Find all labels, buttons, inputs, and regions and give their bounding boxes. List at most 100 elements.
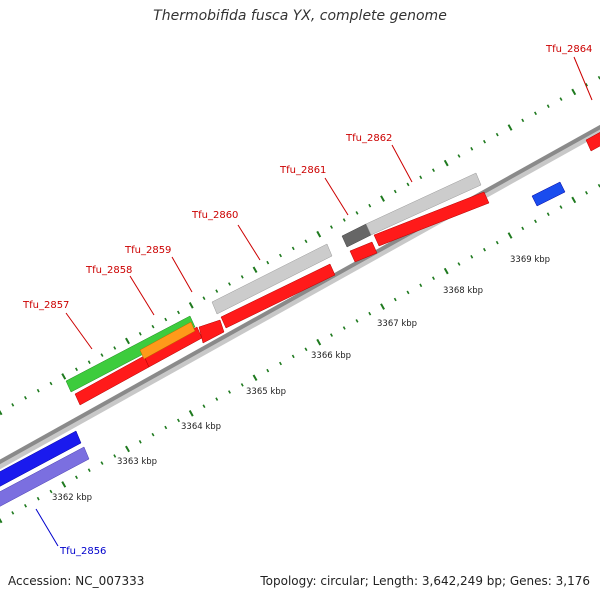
scale-label-3365: 3365 kbp <box>246 387 286 397</box>
inner-tick <box>87 468 91 472</box>
genome-summary-text: Topology: circular; Length: 3,642,249 bp… <box>260 574 590 588</box>
outer-tick <box>559 97 563 101</box>
feature-green-gene[interactable] <box>65 315 196 393</box>
inner-tick <box>75 475 78 480</box>
inner-tick <box>252 374 258 381</box>
inner-tick <box>100 461 104 465</box>
inner-tick <box>279 361 282 366</box>
leader-tfu-2859 <box>171 256 193 293</box>
inner-tick <box>406 290 410 295</box>
gene-label-tfu-2858[interactable]: Tfu_2858 <box>85 265 132 276</box>
inner-tick <box>507 232 513 239</box>
feature-grey-gene-2860[interactable] <box>211 243 333 315</box>
outer-tick <box>368 203 372 208</box>
inner-tick <box>138 440 142 444</box>
leader-tfu-2861 <box>324 177 349 216</box>
scale-label-3369: 3369 kbp <box>510 255 550 265</box>
gene-label-tfu-2864[interactable]: Tfu_2864 <box>545 44 592 55</box>
feature-tfu-2861[interactable] <box>349 241 378 263</box>
inner-tick <box>457 262 461 266</box>
label-leaders <box>35 56 593 547</box>
scale-label-3362: 3362 kbp <box>52 493 92 503</box>
outer-tick <box>151 324 155 329</box>
map-title: Thermobifida fusca YX, complete genome <box>153 8 447 24</box>
inner-tick <box>177 418 180 423</box>
inner-tick <box>202 404 206 408</box>
outer-tick <box>177 310 180 315</box>
leader-tfu-2862 <box>391 144 413 183</box>
outer-tick <box>0 409 3 416</box>
feature-darkgrey-gene[interactable] <box>341 223 372 248</box>
outer-tick <box>291 246 295 251</box>
outer-tick <box>342 218 346 222</box>
backbone-shadow <box>0 127 600 470</box>
feature-tfu-2864[interactable] <box>585 129 600 152</box>
feature-tfu-2860[interactable] <box>220 263 336 329</box>
outer-tick-ring <box>0 75 600 416</box>
outer-tick <box>483 139 486 144</box>
inner-tick <box>559 205 563 209</box>
outer-tick <box>75 367 78 372</box>
gene-label-tfu-2857[interactable]: Tfu_2857 <box>22 300 69 311</box>
inner-tick <box>61 481 67 488</box>
feature-tfu-2859[interactable] <box>198 319 225 344</box>
inner-tick <box>571 196 577 204</box>
inner-tick <box>164 425 168 430</box>
outer-tick <box>252 266 258 273</box>
feature-lavender-gene[interactable] <box>0 446 90 509</box>
outer-tick <box>138 332 142 336</box>
outer-tick <box>585 83 588 87</box>
inner-tick <box>521 226 525 231</box>
outer-tick <box>443 159 449 167</box>
gene-labels: Tfu_2857 Tfu_2858 Tfu_2859 Tfu_2860 Tfu_… <box>22 44 592 557</box>
feature-blue-gene-right[interactable] <box>531 181 566 207</box>
scale-label-3366: 3366 kbp <box>311 351 351 361</box>
backbone <box>0 124 600 465</box>
outer-tick <box>164 317 168 322</box>
outer-tick <box>304 239 308 244</box>
outer-tick <box>406 182 410 187</box>
gene-label-tfu-2860[interactable]: Tfu_2860 <box>191 210 238 221</box>
gene-label-tfu-2862[interactable]: Tfu_2862 <box>345 133 392 144</box>
outer-tick <box>355 211 359 215</box>
gene-label-tfu-2861[interactable]: Tfu_2861 <box>279 165 326 176</box>
outer-tick <box>100 353 104 357</box>
inner-tick <box>188 410 194 417</box>
scale-label-3363: 3363 kbp <box>117 457 157 467</box>
outer-tick <box>228 282 231 286</box>
outer-tick <box>546 104 550 108</box>
inner-tick <box>546 212 550 216</box>
outer-tick <box>534 111 537 116</box>
outer-tick <box>49 381 53 386</box>
feature-grey-gene-2862[interactable] <box>365 172 482 236</box>
feature-tfu-2856[interactable] <box>0 430 82 489</box>
inner-tick <box>330 333 333 337</box>
inner-tick <box>380 303 385 310</box>
gene-label-tfu-2856[interactable]: Tfu_2856 <box>59 546 106 557</box>
outer-tick <box>125 337 130 345</box>
leader-tfu-2864 <box>573 56 593 101</box>
inner-tick <box>470 255 474 259</box>
outer-tick <box>507 124 513 131</box>
inner-tick <box>304 347 308 352</box>
outer-tick <box>380 195 385 202</box>
outer-tick <box>113 346 117 350</box>
inner-tick <box>495 240 499 245</box>
outer-tick <box>393 189 397 194</box>
outer-tick <box>266 260 270 265</box>
forward-features <box>74 129 600 406</box>
outer-tick <box>419 175 423 180</box>
outer-tick <box>24 396 27 400</box>
feature-tfu-2862[interactable] <box>373 191 490 247</box>
inner-tick <box>113 454 117 458</box>
gene-label-tfu-2859[interactable]: Tfu_2859 <box>124 245 171 256</box>
inner-tick <box>228 390 231 394</box>
inner-tick <box>11 511 15 515</box>
inner-tick <box>483 247 486 252</box>
outer-tick <box>11 403 15 407</box>
outer-tick <box>571 88 577 96</box>
inner-tick <box>393 297 397 302</box>
feature-orange-gene[interactable] <box>139 321 196 360</box>
inner-tick <box>125 445 130 453</box>
